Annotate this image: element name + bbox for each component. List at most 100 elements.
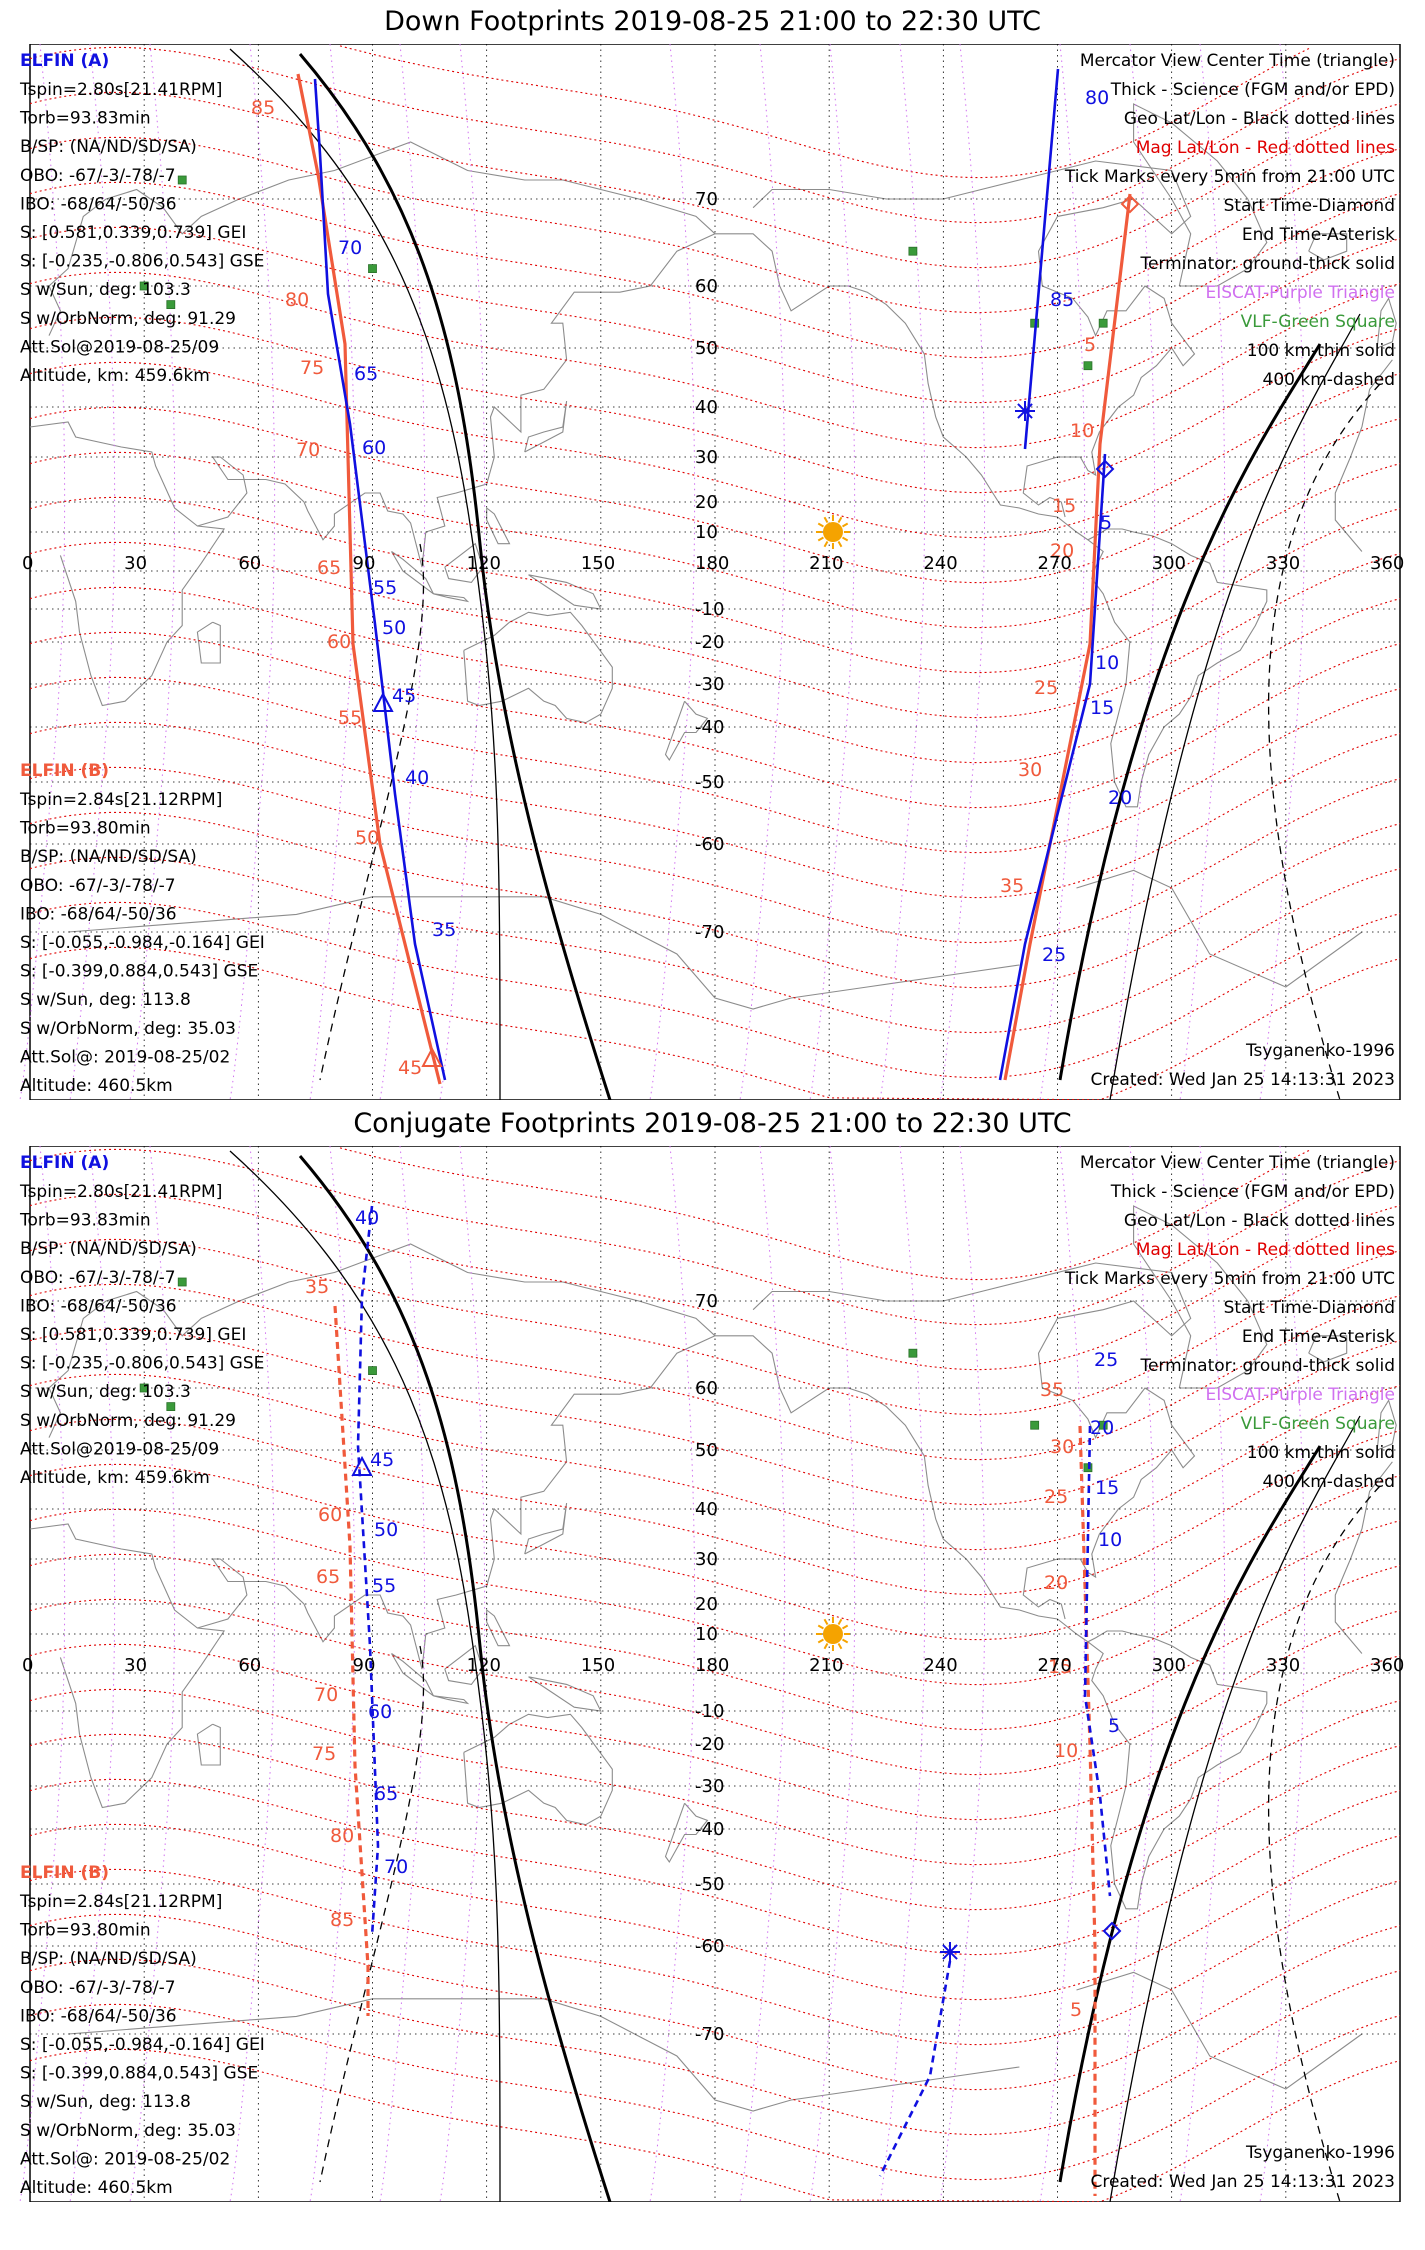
lon-tick-label: 240 xyxy=(923,553,957,574)
elfin-a-track-west xyxy=(313,78,447,1081)
elfin-b-info-line: OBO: -67/-3/-78/-7 xyxy=(20,876,176,896)
elfin-a-tick-label: 50 xyxy=(374,1519,398,1541)
elfin-b-tick-label: 85 xyxy=(330,1909,354,1931)
lon-tick-label: 0 xyxy=(22,553,33,574)
elfin-b-tick-label: 15 xyxy=(1052,495,1076,517)
down-footprints-title: Down Footprints 2019-08-25 21:00 to 22:3… xyxy=(384,6,1041,37)
legend-line: Geo Lat/Lon - Black dotted lines xyxy=(1124,1211,1395,1231)
coastline xyxy=(1334,426,1363,552)
elfin-a-info-line: S: [0.581,0.339,0.739] GEI xyxy=(20,223,246,243)
elfin-b-title: ELFIN (B) xyxy=(20,761,109,781)
elfin-a-tick-label: 60 xyxy=(368,1701,392,1723)
lat-tick-label: 50 xyxy=(695,338,718,359)
elfin-a-tick-label: 5 xyxy=(1100,512,1112,534)
lat-tick-label: 70 xyxy=(695,189,718,210)
elfin-b-info-line: Torb=93.80min xyxy=(19,819,151,839)
elfin-a-info-line: B/SP: (NA/ND/SD/SA) xyxy=(20,1239,197,1259)
mag-lon-line xyxy=(939,44,986,1100)
lat-tick-label: -50 xyxy=(695,1874,724,1895)
elfin-b-tick-label: 85 xyxy=(251,97,275,119)
lon-tick-label: 150 xyxy=(581,1655,615,1676)
mag-lat-line xyxy=(29,1733,1401,1911)
lat-tick-label: -30 xyxy=(695,674,724,695)
coastline xyxy=(391,551,434,595)
lon-tick-label: 150 xyxy=(581,553,615,574)
end-asterisk-marker xyxy=(942,1944,958,1960)
mag-lat-line xyxy=(339,1147,1311,1281)
mag-lon-line xyxy=(1179,44,1226,1100)
coastline xyxy=(664,1802,709,1864)
mag-lat-line xyxy=(29,271,1401,449)
elfin-b-tick-label: 70 xyxy=(296,439,320,461)
mag-lon-line xyxy=(1039,44,1086,1100)
elfin-b-info-line: Altitude: 460.5km xyxy=(20,1076,173,1096)
lon-tick-label: 330 xyxy=(1266,1655,1300,1676)
elfin-b-tick-label: 10 xyxy=(1054,1740,1078,1762)
lon-tick-label: 120 xyxy=(467,1655,501,1676)
lat-tick-label: 40 xyxy=(695,397,718,418)
sun-icon xyxy=(822,1624,843,1644)
lat-tick-label: 30 xyxy=(695,447,718,468)
lon-tick-label: 330 xyxy=(1266,553,1300,574)
elfin-a-info-line: Tspin=2.80s[21.41RPM] xyxy=(19,80,222,100)
sun-ray xyxy=(817,536,824,542)
mag-lat-line xyxy=(29,1553,1401,1731)
elfin-a-title: ELFIN (A) xyxy=(20,51,109,71)
elfin-b-tick-label: 75 xyxy=(300,357,324,379)
lat-tick-label: -50 xyxy=(695,772,724,793)
elfin-a-info-line: IBO: -68/64/-50/36 xyxy=(20,194,177,214)
mag-lat-line xyxy=(29,946,1401,1100)
terminator-400km xyxy=(319,543,425,1081)
elfin-b-tick-label: 15 xyxy=(1048,1656,1072,1678)
elfin-a-tick-label: 50 xyxy=(382,617,406,639)
terminator-ground xyxy=(298,53,612,1100)
lat-tick-label: -30 xyxy=(695,1776,724,1797)
mag-lat-line xyxy=(29,496,1401,674)
lon-tick-label: 30 xyxy=(124,1655,147,1676)
legend-line: Tick Marks every 5min from 21:00 UTC xyxy=(1064,1269,1395,1289)
mag-lon-line xyxy=(1259,44,1306,1100)
legend-line: Tick Marks every 5min from 21:00 UTC xyxy=(1064,167,1395,187)
mag-lat-line xyxy=(29,226,1401,404)
mag-lat-line xyxy=(29,1238,1401,1416)
sun-ray xyxy=(841,536,849,542)
elfin-b-info-line: S: [-0.055,-0.984,-0.164] GEI xyxy=(20,2035,265,2055)
elfin-a-tick-label: 40 xyxy=(405,767,429,789)
legend-line: Thick - Science (FGM and/or EPD) xyxy=(1110,80,1395,100)
elfin-b-tick-label: 35 xyxy=(1000,875,1024,897)
lon-tick-label: 0 xyxy=(22,1655,33,1676)
vlf-station-marker xyxy=(1083,361,1093,371)
elfin-b-info-line: IBO: -68/64/-50/36 xyxy=(20,904,177,924)
coastline xyxy=(528,574,602,610)
terminator-100km xyxy=(229,48,501,1100)
elfin-a-tick-label: 5 xyxy=(1108,1715,1120,1737)
terminator-ground xyxy=(1058,343,1322,1081)
elfin-a-tick-label: 85 xyxy=(1050,289,1074,311)
elfin-a-tick-label: 70 xyxy=(338,237,362,259)
lat-tick-label: 30 xyxy=(695,1549,718,1570)
coastline xyxy=(48,141,716,336)
elfin-b-info-line: Tspin=2.84s[21.12RPM] xyxy=(19,1892,222,1912)
elfin-a-tick-label: 40 xyxy=(355,1207,379,1229)
vlf-station-marker xyxy=(368,264,377,274)
coastline xyxy=(1334,1528,1363,1654)
start-diamond-marker xyxy=(1102,1921,1122,1941)
mag-lon-line xyxy=(19,1146,66,2202)
elfin-b-title: ELFIN (B) xyxy=(20,1863,109,1883)
elfin-a-tick-label: 70 xyxy=(384,1856,408,1878)
elfin-b-tick-label: 30 xyxy=(1018,759,1042,781)
mag-lat-line xyxy=(29,586,1401,764)
elfin-a-track-east xyxy=(1083,1425,1112,1897)
lon-tick-label: 210 xyxy=(809,553,843,574)
lat-tick-label: -60 xyxy=(695,1936,724,1957)
mag-lon-line xyxy=(309,44,356,1100)
coastline xyxy=(1076,869,1363,988)
coastline xyxy=(197,233,716,568)
elfin-b-info-line: IBO: -68/64/-50/36 xyxy=(20,2006,177,2026)
sun-ray xyxy=(817,1624,824,1630)
center-triangle-marker xyxy=(421,1046,443,1067)
coastline xyxy=(1308,1335,1348,1363)
elfin-b-info-line: B/SP: (NA/ND/SD/SA) xyxy=(20,1949,197,1969)
coastline xyxy=(1022,456,1066,518)
mag-lat-line xyxy=(29,1418,1401,1596)
